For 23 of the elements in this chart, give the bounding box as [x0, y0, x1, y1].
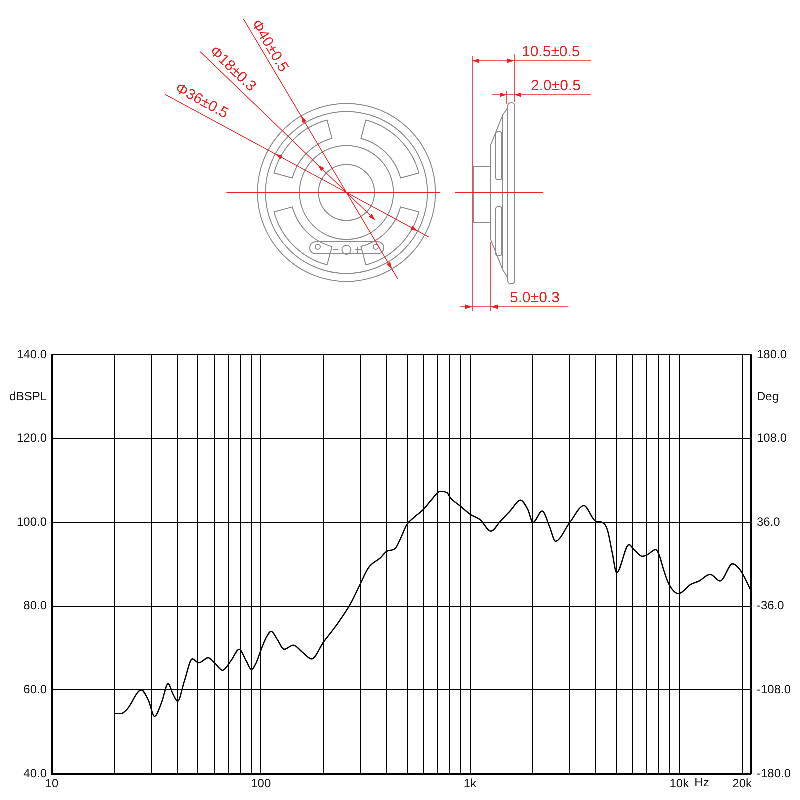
y2-tick-label: 36.0: [757, 514, 781, 529]
text: 2.0±0.5: [531, 78, 581, 94]
y2-axis-title: Deg: [757, 389, 780, 404]
y-axis-title: dBSPL: [10, 389, 48, 404]
x-tick-label: 1k: [464, 776, 478, 791]
y2-tick-label: -180.0: [757, 766, 792, 780]
x-tick-label: 20k: [732, 776, 754, 791]
text: 10.5±0.5: [522, 44, 580, 60]
x-tick-label: 100: [251, 776, 272, 791]
y-tick-label: 100.0: [16, 514, 48, 529]
y-tick-label: 60.0: [24, 682, 48, 697]
x-axis-title: Hz: [694, 775, 710, 790]
x-tick-label: 10k: [670, 776, 690, 791]
text: 5.0±0.3: [510, 290, 560, 306]
y-tick-label: 140.0: [16, 347, 48, 362]
y2-tick-label: 180.0: [757, 347, 788, 362]
y-tick-label: 120.0: [16, 431, 48, 446]
y-tick-label: 80.0: [24, 598, 48, 613]
y-tick-label: 40.0: [24, 766, 48, 780]
y2-tick-label: -36.0: [757, 598, 785, 613]
y2-tick-label: 108.0: [757, 431, 788, 446]
y2-tick-label: -108.0: [757, 682, 792, 697]
x-tick-label: 10: [45, 776, 59, 791]
